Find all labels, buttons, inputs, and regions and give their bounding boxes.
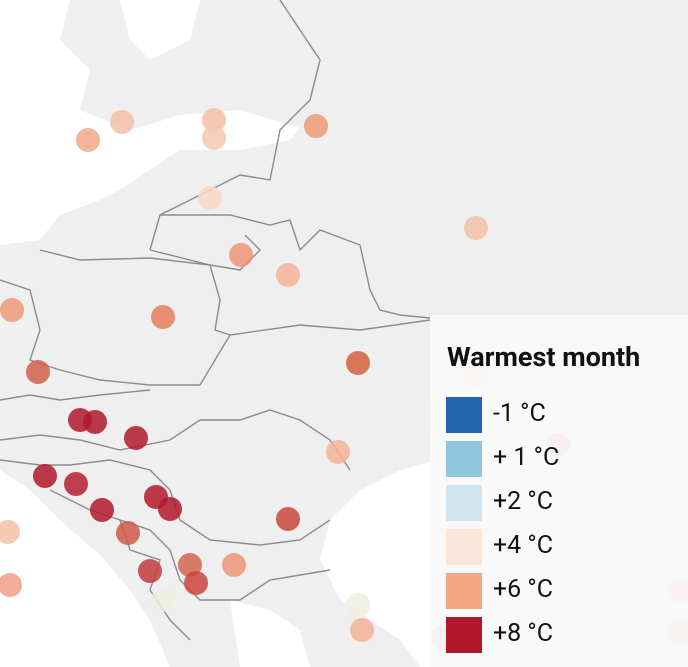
- dot: [184, 571, 208, 595]
- dot: [0, 520, 20, 544]
- legend-label: -1 °C: [493, 399, 546, 428]
- dot: [198, 186, 222, 210]
- legend-swatch: [446, 573, 482, 609]
- dot: [33, 464, 57, 488]
- dot: [0, 573, 22, 597]
- legend-label: +8 °C: [493, 619, 554, 648]
- legend: Warmest month -1 °C + 1 °C +2 °C +4 °C +6 °C…: [430, 315, 688, 667]
- dot: [346, 351, 370, 375]
- legend-swatch: [446, 617, 482, 653]
- dot: [276, 507, 300, 531]
- legend-label: +2 °C: [493, 487, 554, 516]
- dot: [90, 498, 114, 522]
- dot: [64, 472, 88, 496]
- dot: [0, 298, 24, 322]
- dot: [346, 593, 370, 617]
- legend-swatch: [446, 397, 482, 433]
- dot: [326, 440, 350, 464]
- dot: [116, 521, 140, 545]
- legend-swatch: [446, 529, 482, 565]
- dot: [26, 360, 50, 384]
- water: [0, 0, 430, 667]
- dot: [83, 410, 107, 434]
- dot: [202, 126, 226, 150]
- dot: [202, 108, 226, 132]
- legend-swatch: [446, 441, 482, 477]
- dot: [76, 128, 100, 152]
- legend-title: Warmest month: [447, 341, 641, 373]
- dot: [222, 553, 246, 577]
- dot: [464, 216, 488, 240]
- borders: [0, 0, 431, 641]
- legend-label: +6 °C: [493, 575, 554, 604]
- dot: [151, 588, 175, 612]
- dot: [229, 243, 253, 267]
- dot: [158, 497, 182, 521]
- dot: [110, 110, 134, 134]
- dot: [350, 618, 374, 642]
- dot: [124, 426, 148, 450]
- legend-label: + 1 °C: [493, 443, 560, 472]
- legend-label: +4 °C: [493, 531, 554, 560]
- dot: [151, 305, 175, 329]
- legend-swatch: [446, 485, 482, 521]
- dot: [138, 559, 162, 583]
- dot: [304, 114, 328, 138]
- dot: [276, 263, 300, 287]
